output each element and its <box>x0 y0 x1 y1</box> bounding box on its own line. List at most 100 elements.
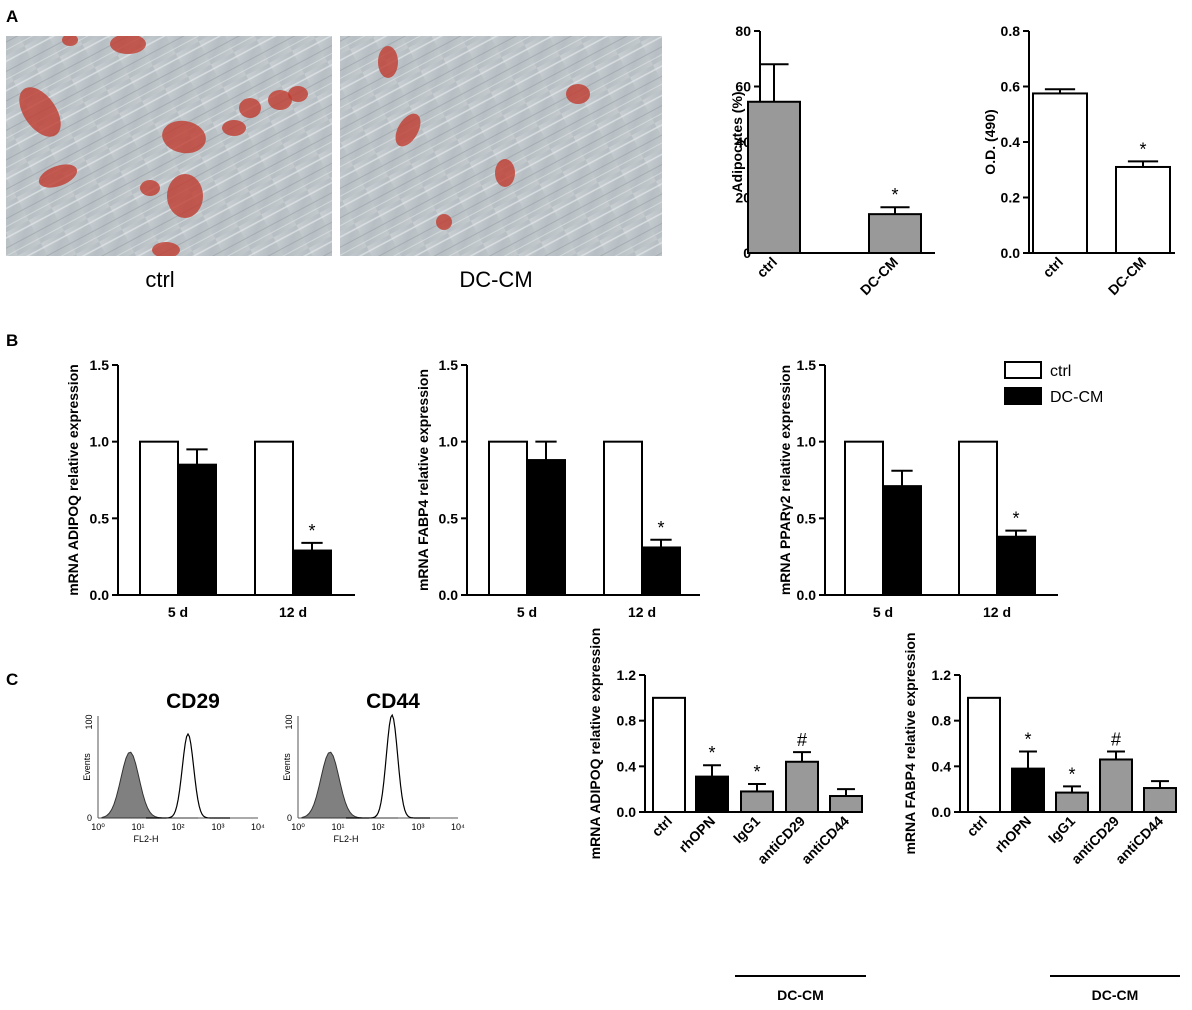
stain-spots-dc-cm <box>378 46 590 230</box>
bar-ctrl <box>958 440 998 596</box>
stain-spot <box>62 36 78 46</box>
bar-anticd29 <box>785 760 819 813</box>
y-axis-label: O.D. (490) <box>982 109 998 174</box>
bar-dc-cm <box>292 549 332 596</box>
bar-anticd44 <box>829 795 863 813</box>
histogram-title: CD29 <box>166 690 220 713</box>
x-category-label: DC-CM <box>1105 254 1149 298</box>
significance-asterisk: * <box>708 743 715 763</box>
x-category-label: antiCD44 <box>1112 813 1166 867</box>
histogram-x-tick-label: 10¹ <box>131 822 144 832</box>
y-tick-label: 0.8 <box>617 713 637 729</box>
y-tick-label: 0.8 <box>932 713 952 729</box>
histogram-y-tick-label: 0 <box>87 813 92 823</box>
significance-asterisk: * <box>891 185 898 205</box>
stain-spot <box>395 113 421 147</box>
bar-anticd29 <box>1099 758 1133 814</box>
significance-asterisk: * <box>657 518 664 538</box>
stain-spot <box>378 46 398 78</box>
panel-label-a: A <box>6 7 18 26</box>
stain-spot <box>110 36 146 54</box>
chart-adipocytes: 020406080Adipocytes (%)ctrl*DC-CM <box>729 23 935 298</box>
histogram-x-tick-label: 10² <box>171 822 184 832</box>
histogram-y-tick-label: 0 <box>287 813 292 823</box>
group-label: DC-CM <box>777 987 824 1003</box>
x-category-label: ctrl <box>648 813 675 840</box>
antibody-stained-curve <box>346 713 430 819</box>
stain-spot <box>19 87 61 137</box>
isotype-control-curve <box>101 751 198 819</box>
bar-dc-cm <box>177 463 217 596</box>
bar-ctrl <box>603 440 643 596</box>
x-category-label: ctrl <box>963 813 990 840</box>
y-axis-label: Adipocytes (%) <box>729 91 745 192</box>
x-category-label: ctrl <box>1039 254 1066 281</box>
stain-spot <box>288 86 308 102</box>
stain-spot <box>566 84 590 104</box>
y-tick-label: 0.4 <box>932 758 952 774</box>
x-category-label: DC-CM <box>857 254 901 298</box>
y-tick-label: 60 <box>735 79 751 95</box>
y-tick-label: 0.4 <box>617 758 637 774</box>
histogram-title: CD44 <box>366 690 420 713</box>
bar-ctrl <box>139 440 179 596</box>
y-tick-label: 0.8 <box>1001 23 1021 39</box>
chart-fabp4-treatments: 0.0 0.4 0.8 1.2 mRNA FABP4 relative expressi… <box>902 632 1180 1003</box>
significance-asterisk: * <box>308 521 315 541</box>
bar-ctrl <box>1032 92 1088 254</box>
y-tick-label: 1.2 <box>617 667 637 683</box>
y-axis-label: mRNA PPARγ2 relative expression <box>777 365 793 595</box>
histogram-y-label: Events <box>282 753 292 781</box>
stain-spot <box>239 98 261 118</box>
stain-spot <box>495 159 515 187</box>
significance-hash: # <box>797 730 807 750</box>
legend-label-dc-cm: DC-CM <box>1050 389 1103 406</box>
bar-ctrl <box>254 440 294 596</box>
histogram-x-tick-label: 10³ <box>211 822 224 832</box>
micrograph-ctrl <box>6 36 332 256</box>
chart-od490: 0.0 0.2 0.4 0.6 0.8 O.D. (490) ctrl * DC-CM <box>982 23 1175 298</box>
y-tick-label: 1.0 <box>90 434 110 450</box>
histogram-cd44: CD44 0 100 Events 10⁰ 10¹ 10² 10³ 10⁴ FL2-H <box>282 690 465 844</box>
bar-igg1 <box>740 790 774 814</box>
chart-adipoq-treatments: 0.0 0.4 0.8 1.2 mRNA ADIPOQ relative express… <box>587 628 866 1003</box>
panel-label-b: B <box>6 331 18 350</box>
significance-asterisk: * <box>1024 729 1031 749</box>
histogram-x-tick-label: 10⁴ <box>451 822 465 832</box>
y-tick-label: 0.4 <box>1001 134 1021 150</box>
histogram-y-label: Events <box>82 753 92 781</box>
y-tick-label: 1.2 <box>932 667 952 683</box>
bar-anticd44 <box>1143 787 1177 814</box>
histogram-y-tick-label: 100 <box>84 714 94 729</box>
y-tick-label: 0.5 <box>797 510 817 526</box>
y-tick-label: 0.5 <box>90 510 110 526</box>
antibody-stained-curve <box>146 732 230 819</box>
significance-asterisk: * <box>1139 139 1146 159</box>
x-category-label: 12 d <box>628 604 656 620</box>
legend-swatch-ctrl <box>1004 361 1042 379</box>
histogram-x-label: FL2-H <box>133 834 158 844</box>
y-axis-label: mRNA ADIPOQ relative expression <box>65 364 81 596</box>
histogram-cd29: CD29 0 100 Events 10⁰ 10¹ 10² 10³ 10⁴ FL2-H <box>82 690 265 844</box>
bar-ctrl <box>488 440 528 596</box>
legend-swatch-dc-cm <box>1004 387 1042 405</box>
y-axis-label: mRNA FABP4 relative expression <box>902 632 918 854</box>
isotype-control-curve <box>301 751 398 819</box>
stain-spot <box>152 242 180 256</box>
y-tick-label: 0.0 <box>1001 245 1021 261</box>
bar-dc-cm <box>996 535 1036 597</box>
bar-ctrl <box>967 696 1001 813</box>
bar-ctrl <box>652 696 686 813</box>
stain-spot <box>162 120 206 154</box>
micrograph-caption-ctrl: ctrl <box>145 267 174 292</box>
bar-ctrl <box>747 100 801 254</box>
y-tick-label: 1.5 <box>90 357 110 373</box>
x-category-label: rhOPN <box>675 813 718 856</box>
y-tick-label: 0.5 <box>439 510 459 526</box>
significance-asterisk: * <box>753 762 760 782</box>
y-tick-label: 1.0 <box>797 434 817 450</box>
stain-spot <box>436 214 452 230</box>
y-tick-label: 80 <box>735 23 751 39</box>
